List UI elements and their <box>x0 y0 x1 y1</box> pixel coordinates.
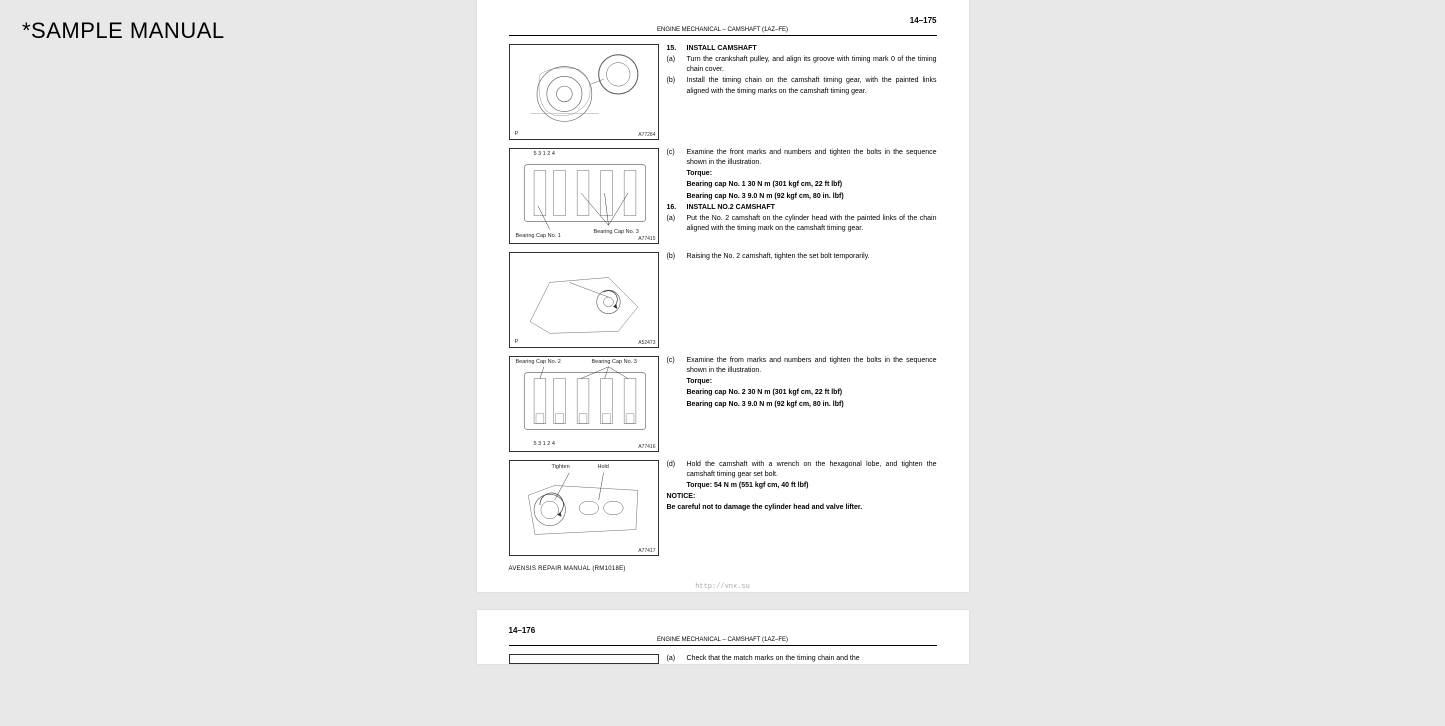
figure-label: Bearing Cap No. 3 <box>594 229 639 235</box>
section-row: P A77284 15. INSTALL CAMSHAFT (a)Turn the… <box>509 44 937 140</box>
figure-label: Tighten <box>552 464 570 470</box>
step-letter: (b) <box>667 252 683 262</box>
url-watermark: http://vnx.su <box>695 583 750 591</box>
text-column: (b) Raising the No. 2 camshaft, tighten t… <box>667 252 937 263</box>
step-text: Check that the match marks on the timing… <box>687 654 937 664</box>
page-footer: AVENSIS REPAIR MANUAL (RM1018E) <box>509 566 937 572</box>
step-number: 16. <box>667 203 683 213</box>
step-letter: (c) <box>667 356 683 376</box>
svg-text:P: P <box>514 131 518 137</box>
page-header: ENGINE MECHANICAL – CAMSHAFT (1AZ–FE) <box>509 637 937 646</box>
document-viewport: 14–175 ENGINE MECHANICAL – CAMSHAFT (1AZ… <box>477 0 969 664</box>
torque-spec: Bearing cap No. 1 30 N m (301 kgf cm, 22… <box>687 180 937 190</box>
figure-tighten-bolt: P A52473 <box>509 252 659 348</box>
figure-bearing-caps-1: 5 3 1 2 4 Bearing Cap No. 1 Bearing Cap … <box>509 148 659 244</box>
torque-spec: Bearing cap No. 2 30 N m (301 kgf cm, 22… <box>687 388 937 398</box>
text-column: (d)Hold the camshaft with a wrench on th… <box>667 460 937 513</box>
figure-label: Bearing Cap No. 3 <box>592 359 637 365</box>
step-number: 15. <box>667 44 683 54</box>
step-text: Install the timing chain on the camshaft… <box>687 76 937 96</box>
torque-spec: Bearing cap No. 3 9.0 N m (92 kgf cm, 80… <box>687 400 937 410</box>
page-number: 14–175 <box>509 16 937 25</box>
section-row: Bearing Cap No. 2 Bearing Cap No. 3 5 3 … <box>509 356 937 452</box>
figure-id: A77417 <box>638 548 655 554</box>
page-header: ENGINE MECHANICAL – CAMSHAFT (1AZ–FE) <box>509 27 937 36</box>
step-letter: (c) <box>667 148 683 168</box>
figure-label: Bearing Cap No. 1 <box>516 233 561 239</box>
figure-label: Hold <box>598 464 609 470</box>
step-letter: (a) <box>667 214 683 234</box>
figure-label: 5 3 1 2 4 <box>534 441 555 447</box>
step-text: Put the No. 2 camshaft on the cylinder h… <box>687 214 937 234</box>
step-title: INSTALL NO.2 CAMSHAFT <box>687 203 937 213</box>
figure-id: A77416 <box>638 444 655 450</box>
figure-wrench: Tighten Hold A77417 <box>509 460 659 556</box>
step-letter: (d) <box>667 460 683 480</box>
notice-heading: NOTICE: <box>667 492 937 502</box>
text-column: 15. INSTALL CAMSHAFT (a)Turn the cranksha… <box>667 44 937 98</box>
page-2: 14–176 ENGINE MECHANICAL – CAMSHAFT (1AZ… <box>477 610 969 664</box>
torque-label: Torque: <box>687 169 937 179</box>
step-letter: (b) <box>667 76 683 96</box>
step-title: INSTALL CAMSHAFT <box>687 44 937 54</box>
text-column: (c)Examine the front marks and numbers a… <box>667 148 937 235</box>
section-row: P A52473 (b) Raising the No. 2 camshaft, … <box>509 252 937 348</box>
step-text: Examine the front marks and numbers and … <box>687 148 937 168</box>
figure-placeholder <box>509 654 659 664</box>
svg-text:P: P <box>514 339 518 345</box>
step-text: Hold the camshaft with a wrench on the h… <box>687 460 937 480</box>
step-letter: (a) <box>667 55 683 75</box>
figure-bearing-caps-2: Bearing Cap No. 2 Bearing Cap No. 3 5 3 … <box>509 356 659 452</box>
figure-id: A77415 <box>638 236 655 242</box>
step-text: Raising the No. 2 camshaft, tighten the … <box>687 252 937 262</box>
text-column: (a) Check that the match marks on the tim… <box>667 654 937 664</box>
section-row: (a) Check that the match marks on the tim… <box>509 654 937 664</box>
step-text: Examine the from marks and numbers and t… <box>687 356 937 376</box>
sample-watermark: *SAMPLE MANUAL <box>22 18 225 44</box>
torque-spec: Bearing cap No. 3 9.0 N m (92 kgf cm, 80… <box>687 192 937 202</box>
figure-id: A52473 <box>638 340 655 346</box>
figure-label: Bearing Cap No. 2 <box>516 359 561 365</box>
page-1: 14–175 ENGINE MECHANICAL – CAMSHAFT (1AZ… <box>477 0 969 592</box>
torque-label: Torque: <box>687 377 937 387</box>
figure-id: A77284 <box>638 132 655 138</box>
torque-spec: Torque: 54 N m (551 kgf cm, 40 ft lbf) <box>687 481 937 491</box>
notice-text: Be careful not to damage the cylinder he… <box>667 503 937 513</box>
section-row: 5 3 1 2 4 Bearing Cap No. 1 Bearing Cap … <box>509 148 937 244</box>
step-letter: (a) <box>667 654 683 664</box>
figure-label: 5 3 1 2 4 <box>534 151 555 157</box>
figure-crankshaft: P A77284 <box>509 44 659 140</box>
page-number: 14–176 <box>509 626 937 635</box>
section-row: Tighten Hold A77417 (d)Hold the camshaft… <box>509 460 937 556</box>
step-text: Turn the crankshaft pulley, and align it… <box>687 55 937 75</box>
text-column: (c)Examine the from marks and numbers an… <box>667 356 937 411</box>
